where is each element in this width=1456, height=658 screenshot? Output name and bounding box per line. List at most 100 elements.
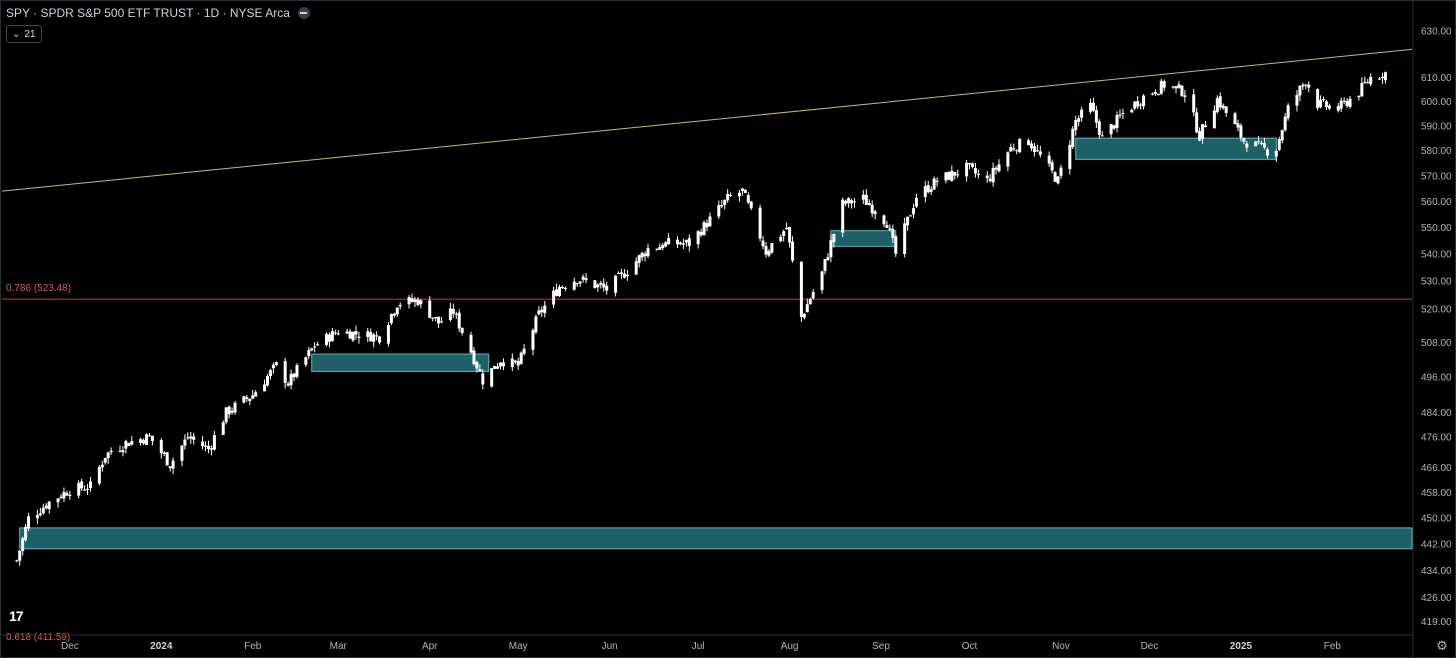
time-tick-label: Aug bbox=[781, 641, 799, 652]
candle bbox=[1201, 124, 1205, 144]
candle-body bbox=[1097, 121, 1101, 135]
collapse-legend-button[interactable] bbox=[297, 7, 310, 19]
candle-body bbox=[572, 281, 576, 290]
candle-body bbox=[109, 450, 113, 453]
candle-body bbox=[1153, 92, 1157, 94]
candle-body bbox=[761, 240, 765, 247]
candle bbox=[906, 216, 910, 231]
candle-body bbox=[911, 208, 915, 215]
candle-body bbox=[973, 168, 977, 174]
candle bbox=[643, 251, 647, 262]
candle-body bbox=[1363, 81, 1367, 83]
price-tick-label: 434.00 bbox=[1421, 566, 1452, 577]
candle-body bbox=[292, 373, 296, 378]
candle-body bbox=[77, 482, 81, 496]
candle bbox=[130, 436, 134, 446]
symbol-title[interactable]: SPY · SPDR S&P 500 ETF TRUST · 1D · NYSE… bbox=[6, 6, 290, 20]
candle bbox=[888, 224, 892, 232]
candle bbox=[1298, 84, 1302, 102]
candle bbox=[832, 233, 836, 248]
candle-body bbox=[457, 312, 461, 329]
candle-body bbox=[378, 336, 382, 343]
candle bbox=[885, 220, 889, 229]
candle-body bbox=[531, 330, 535, 350]
candle-body bbox=[263, 384, 267, 392]
candle-body bbox=[100, 464, 104, 468]
candle-body bbox=[35, 515, 39, 519]
candle bbox=[968, 162, 972, 170]
candle-body bbox=[103, 457, 107, 463]
candle bbox=[873, 209, 877, 220]
candle bbox=[201, 436, 205, 450]
candle-body bbox=[906, 216, 910, 226]
time-tick-label: Dec bbox=[61, 641, 79, 652]
time-tick-label: Mar bbox=[330, 641, 348, 652]
candle-body bbox=[1118, 114, 1122, 116]
candle-body bbox=[1150, 93, 1154, 95]
candle-body bbox=[24, 526, 28, 541]
candle-body bbox=[271, 364, 275, 369]
candle-body bbox=[1136, 101, 1140, 107]
candle-body bbox=[121, 450, 125, 453]
candle-body bbox=[1319, 99, 1323, 108]
candle-body bbox=[617, 272, 621, 274]
candle bbox=[584, 272, 588, 284]
candle-body bbox=[932, 178, 936, 190]
candle-body bbox=[1295, 94, 1299, 106]
candle bbox=[271, 362, 275, 374]
candle-body bbox=[375, 335, 379, 337]
candle-body bbox=[926, 185, 930, 193]
candle-body bbox=[1133, 101, 1137, 109]
candle bbox=[265, 374, 269, 387]
candle-body bbox=[330, 331, 334, 342]
price-tick-label: 520.00 bbox=[1421, 304, 1452, 315]
candle bbox=[1139, 102, 1143, 110]
demand-zone-march bbox=[311, 353, 490, 372]
candle-body bbox=[139, 439, 143, 443]
candle bbox=[1080, 106, 1084, 122]
candle-body bbox=[44, 505, 48, 509]
candle bbox=[785, 222, 789, 230]
lines-layer: 0.786 (523.48) 0.618 (411.59) bbox=[1, 48, 1413, 643]
candle bbox=[212, 431, 216, 451]
candle bbox=[1006, 151, 1010, 172]
candle bbox=[1215, 95, 1219, 114]
candle-body bbox=[534, 316, 538, 333]
candle-body bbox=[454, 313, 458, 315]
candle bbox=[407, 295, 411, 309]
candle bbox=[749, 200, 753, 211]
chevron-down-icon: ⌄ bbox=[12, 28, 21, 40]
candle-body bbox=[537, 310, 541, 315]
tradingview-logo[interactable]: 17 bbox=[9, 608, 24, 624]
demand-zone-november bbox=[1075, 137, 1277, 160]
candle-body bbox=[41, 507, 45, 514]
candle-body bbox=[481, 373, 485, 385]
candle-body bbox=[230, 410, 234, 413]
gear-icon[interactable]: ⚙ bbox=[1436, 638, 1448, 653]
candle-body bbox=[1369, 76, 1373, 85]
candle bbox=[829, 234, 833, 263]
indicator-toggle[interactable]: ⌄ 21 bbox=[6, 25, 42, 43]
candle-body bbox=[47, 501, 51, 510]
candle-body bbox=[832, 233, 836, 243]
candle bbox=[475, 360, 479, 373]
candle-body bbox=[254, 392, 258, 397]
candle bbox=[1277, 136, 1281, 152]
candle-body bbox=[947, 171, 951, 180]
candle-body bbox=[1360, 82, 1364, 97]
candle bbox=[1319, 95, 1323, 109]
candle bbox=[782, 229, 786, 242]
candle-body bbox=[965, 162, 969, 177]
candle bbox=[935, 177, 939, 187]
candle bbox=[451, 303, 455, 318]
candle bbox=[932, 176, 936, 190]
candle bbox=[1035, 144, 1039, 153]
candle bbox=[1236, 119, 1240, 132]
candle-body bbox=[83, 489, 87, 491]
time-tick-label: Feb bbox=[1324, 641, 1342, 652]
candle-body bbox=[720, 204, 724, 207]
candle-body bbox=[746, 195, 750, 203]
candle-body bbox=[782, 231, 786, 236]
candle bbox=[1198, 127, 1202, 142]
